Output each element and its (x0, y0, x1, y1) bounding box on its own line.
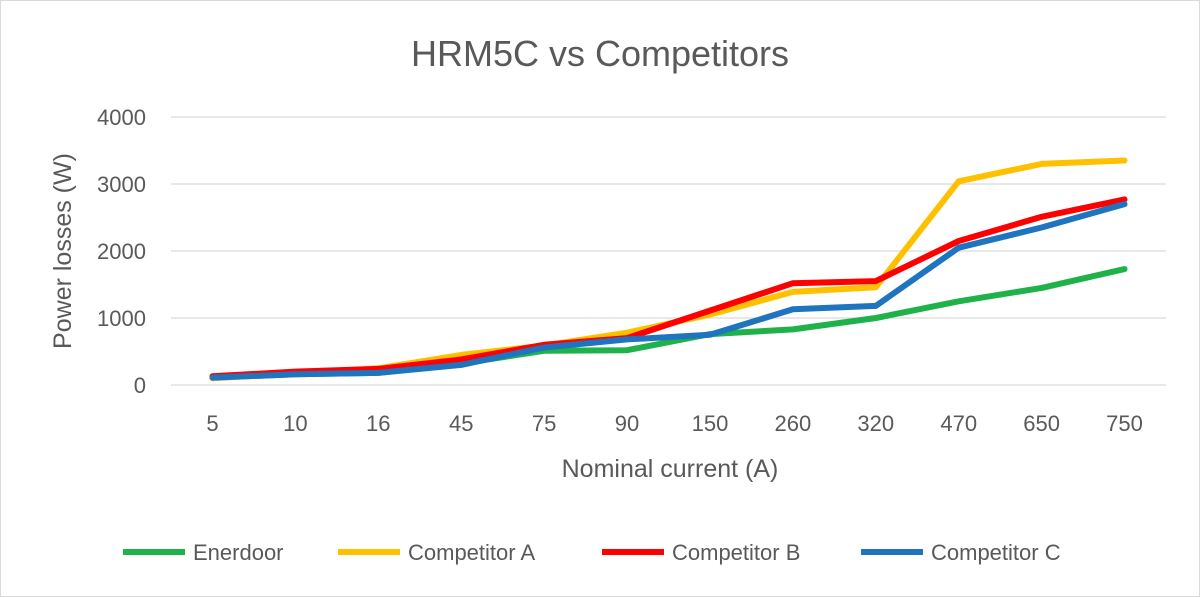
x-tick-label: 90 (615, 411, 639, 436)
x-tick-label: 16 (366, 411, 390, 436)
x-tick-label: 650 (1023, 411, 1060, 436)
legend-label: Competitor B (672, 540, 800, 565)
x-tick-label: 10 (283, 411, 307, 436)
y-axis-label: Power losses (W) (49, 153, 77, 349)
legend-label: Competitor C (931, 540, 1061, 565)
x-tick-label: 45 (449, 411, 473, 436)
series-line-competitor-b (209, 196, 1128, 380)
series-line-competitor-c (209, 201, 1128, 381)
series-layer (209, 157, 1128, 382)
y-tick-label: 3000 (97, 172, 146, 197)
y-tick-label: 4000 (97, 105, 146, 130)
x-tick-label: 260 (775, 411, 812, 436)
series-line-competitor-a (209, 157, 1128, 382)
y-tick-label: 0 (134, 373, 146, 398)
x-tick-label: 150 (692, 411, 729, 436)
chart-title: HRM5C vs Competitors (411, 33, 789, 74)
y-tick-label: 2000 (97, 239, 146, 264)
x-tick-label: 320 (857, 411, 894, 436)
y-tick-label: 1000 (97, 306, 146, 331)
x-tick-label: 5 (206, 411, 218, 436)
x-tick-label: 750 (1106, 411, 1143, 436)
legend-label: Competitor A (408, 540, 535, 565)
x-axis-ticks: 5 10 16 45 75 90 150 260 320 470 650 750 (206, 411, 1143, 436)
x-tick-label: 470 (940, 411, 977, 436)
gridlines (171, 116, 1166, 386)
legend: Enerdoor Competitor A Competitor B Competit… (123, 540, 1061, 565)
legend-label: Enerdoor (193, 540, 284, 565)
x-tick-label: 75 (532, 411, 556, 436)
y-axis-ticks: 0 1000 2000 3000 4000 (97, 105, 146, 398)
x-axis-label: Nominal current (A) (562, 455, 779, 483)
